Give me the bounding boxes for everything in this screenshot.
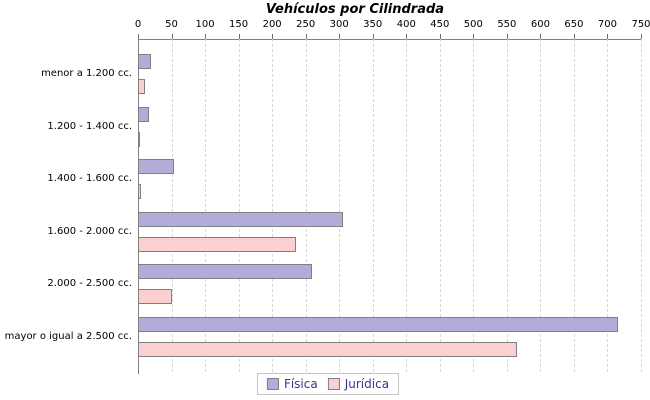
category-label: menor a 1.200 cc. — [41, 68, 132, 79]
gridline — [607, 39, 609, 372]
x-tick-mark — [506, 34, 508, 39]
gridline — [439, 39, 441, 372]
bar-juridica-3 — [138, 236, 296, 252]
x-tick-label: 550 — [497, 19, 517, 30]
category-label: mayor o igual a 2.500 cc. — [4, 331, 132, 342]
x-tick-label: 350 — [363, 19, 383, 30]
category-label: 1.400 - 1.600 cc. — [47, 173, 132, 185]
x-tick-mark — [305, 34, 307, 39]
x-tick-label: 200 — [262, 19, 282, 30]
x-tick-mark — [641, 34, 642, 39]
x-tick-label: 650 — [564, 19, 584, 30]
legend-item-fisica: Física — [266, 377, 318, 391]
gridline — [573, 39, 575, 372]
bar-fisica-4 — [138, 264, 313, 280]
x-tick-mark — [372, 34, 374, 39]
bar-fisica-3 — [138, 211, 343, 227]
gridline — [171, 39, 173, 372]
gridline — [406, 39, 408, 372]
x-tick-mark — [406, 34, 408, 39]
x-tick-label: 600 — [530, 19, 550, 30]
x-tick-mark — [272, 34, 274, 39]
bar-juridica-0 — [138, 79, 146, 94]
category-label: 1.600 - 2.000 cc. — [47, 225, 132, 237]
y-axis-line — [138, 39, 139, 374]
x-tick-label: 750 — [631, 19, 650, 30]
gridline — [473, 39, 475, 372]
gridline — [205, 39, 207, 372]
gridline — [540, 39, 542, 372]
bar-juridica-4 — [138, 289, 172, 305]
x-tick-mark — [171, 34, 173, 39]
legend-swatch-juridica — [327, 378, 340, 390]
x-tick-label: 400 — [396, 19, 416, 30]
x-tick-mark — [238, 34, 240, 39]
bar-fisica-0 — [138, 54, 152, 69]
x-tick-mark — [439, 34, 441, 39]
gridline — [372, 39, 374, 372]
category-label: 2.000 - 2.500 cc. — [47, 278, 132, 290]
gridline — [506, 39, 508, 372]
x-tick-label: 450 — [430, 19, 450, 30]
x-tick-label: 100 — [195, 19, 215, 30]
bar-juridica-1 — [138, 131, 140, 147]
x-tick-mark — [473, 34, 475, 39]
x-tick-label: 700 — [597, 19, 617, 30]
x-tick-mark — [205, 34, 207, 39]
bar-juridica-5 — [138, 342, 517, 357]
x-tick-mark — [339, 34, 341, 39]
x-tick-label: 50 — [165, 19, 178, 30]
x-tick-mark — [540, 34, 542, 39]
gridline — [641, 39, 642, 372]
gridline — [272, 39, 274, 372]
x-axis-line — [138, 39, 642, 40]
legend: Física Jurídica — [256, 373, 400, 395]
gridline — [238, 39, 240, 372]
x-tick-label: 150 — [229, 19, 249, 30]
bar-fisica-2 — [138, 159, 175, 175]
x-tick-label: 250 — [296, 19, 316, 30]
legend-item-juridica: Jurídica — [327, 377, 390, 391]
x-tick-mark — [138, 34, 139, 39]
chart-title: Vehículos por Cilindrada — [265, 2, 445, 17]
legend-label-juridica: Jurídica — [344, 377, 390, 391]
x-tick-mark — [607, 34, 609, 39]
gridline — [305, 39, 307, 372]
gridline — [339, 39, 341, 372]
bar-fisica-5 — [138, 317, 618, 332]
x-tick-label: 300 — [329, 19, 349, 30]
x-tick-mark — [573, 34, 575, 39]
legend-swatch-fisica — [266, 378, 279, 390]
x-tick-label: 500 — [463, 19, 483, 30]
category-label: 1.200 - 1.400 cc. — [47, 120, 132, 132]
x-tick-label: 0 — [134, 19, 142, 30]
bar-juridica-2 — [138, 184, 142, 200]
bar-fisica-1 — [138, 106, 150, 122]
legend-label-fisica: Física — [283, 377, 318, 391]
